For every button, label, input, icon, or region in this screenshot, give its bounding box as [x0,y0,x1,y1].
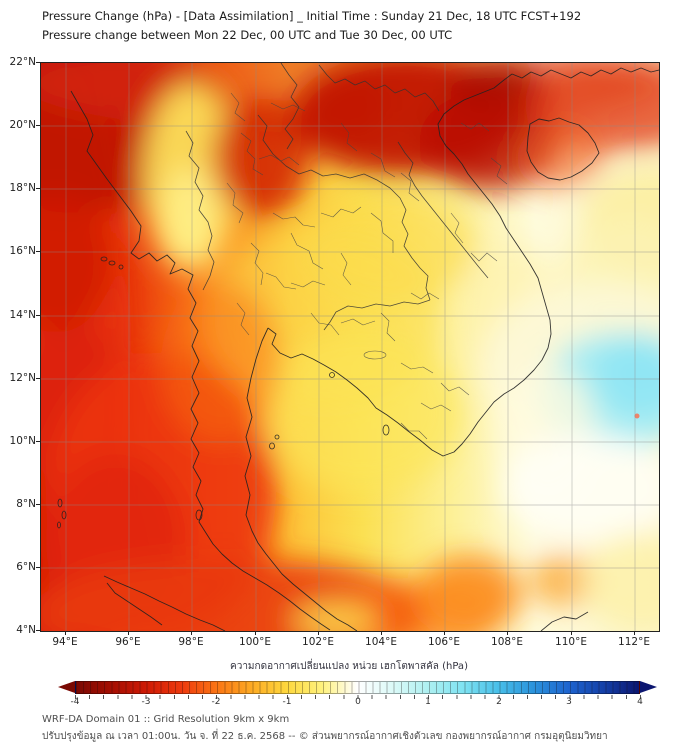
map-canvas [41,63,659,631]
page-subtitle: Pressure change between Mon 22 Dec, 00 U… [42,28,453,42]
lat-tick-label: 8°N [16,498,36,510]
colorbar-tick-label: -4 [70,697,80,707]
colorbar-gradient [75,681,640,694]
colorbar-segments [76,682,639,693]
lon-tick [507,631,508,635]
colorbar-tick-label: 2 [496,697,502,707]
lat-tick [36,441,40,442]
title-block: Pressure Change (hPa) - [Data Assimilati… [42,7,581,45]
footer-domain-info: WRF-DA Domain 01 :: Grid Resolution 9km … [42,714,290,725]
lon-tick-label: 112°E [618,636,650,648]
lat-tick-label: 16°N [9,245,36,257]
colorbar-tick-label: -3 [141,697,151,707]
lon-tick [634,631,635,635]
lat-tick [36,630,40,631]
lon-tick-label: 96°E [115,636,141,648]
coastlines [70,67,659,631]
lat-tick [36,125,40,126]
colorbar-tick-label: -2 [211,697,221,707]
lat-tick [36,251,40,252]
colorbar-tick-label: 3 [566,697,572,707]
lon-tick [571,631,572,635]
colorbar-tick-label: 0 [355,697,361,707]
lon-tick-label: 94°E [52,636,78,648]
lat-tick-label: 14°N [9,309,36,321]
lat-tick-label: 4°N [16,624,36,636]
lon-tick-label: 108°E [491,636,523,648]
lon-tick-label: 100°E [239,636,271,648]
lon-tick [444,631,445,635]
lat-tick-label: 12°N [9,372,36,384]
colorbar-left-arrow [58,681,75,693]
lat-tick-label: 20°N [9,119,36,131]
lat-tick-label: 10°N [9,435,36,447]
colorbar-tick-label: 4 [637,697,643,707]
lat-tick-label: 18°N [9,182,36,194]
lon-tick-label: 102°E [302,636,334,648]
islands [57,256,390,529]
lon-tick [381,631,382,635]
lon-tick-label: 110°E [555,636,587,648]
lon-tick-label: 106°E [428,636,460,648]
lat-tick [36,315,40,316]
lat-tick [36,504,40,505]
lon-tick-label: 98°E [178,636,204,648]
colorbar-tick-label: -1 [282,697,292,707]
lon-tick [65,631,66,635]
graticule [41,63,659,631]
lon-tick [255,631,256,635]
lat-tick [36,188,40,189]
page-title: Pressure Change (hPa) - [Data Assimilati… [42,9,582,23]
color-field-blobs [41,63,659,631]
small-anomaly-dot [634,413,640,419]
lon-tick [191,631,192,635]
lat-tick [36,62,40,63]
province-borders [226,92,508,440]
footer-update-info: ปรับปรุงข้อมูล ณ เวลา 01:00น. วัน จ. ที่… [42,731,608,742]
colorbar-right-arrow [640,681,657,693]
colorbar-tick-label: 1 [425,697,431,707]
lat-tick [36,378,40,379]
lat-tick [36,567,40,568]
lon-tick [318,631,319,635]
lat-tick-label: 6°N [16,561,36,573]
colorbar-minor-ticks [75,695,641,699]
colorbar-title: ความกดอากาศเปลี่ยนแปลง หน่วย เฮกโตพาสคัล… [230,661,468,672]
lon-tick-label: 104°E [365,636,397,648]
country-borders [185,63,489,331]
lat-tick-label: 22°N [9,56,36,68]
lon-tick [128,631,129,635]
pressure-change-map [40,62,660,632]
